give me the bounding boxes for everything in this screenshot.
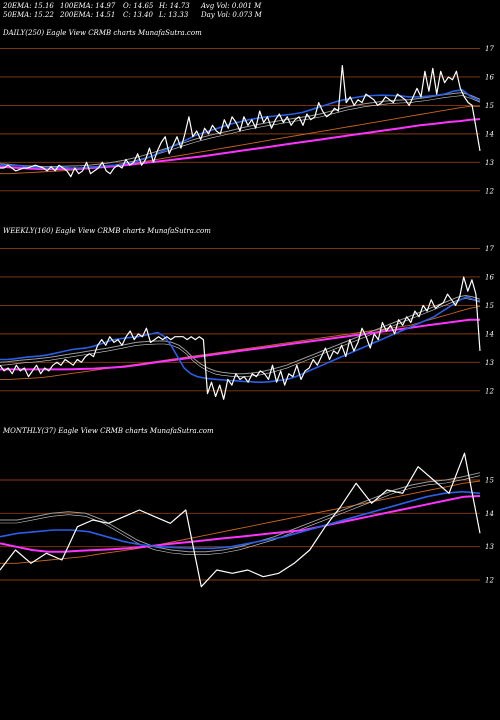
monthly-tick-label: 15 bbox=[485, 477, 494, 485]
weekly-ema-magenta-line bbox=[0, 318, 480, 371]
ema-header: 20EMA: 15.16 100EMA: 14.97 O: 14.65 H: 1… bbox=[3, 2, 499, 24]
header-low: L: 13.33 bbox=[159, 11, 189, 19]
monthly-chart-title: MONTHLY(37) Eagle View CRMB charts Munaf… bbox=[3, 427, 214, 435]
weekly-tick-label: 16 bbox=[485, 273, 494, 281]
header-open: O: 14.65 bbox=[123, 2, 154, 10]
weekly-ema-orange-line bbox=[0, 305, 481, 380]
header-20ema: 20EMA: 15.16 bbox=[3, 2, 54, 10]
monthly-tick-label: 13 bbox=[485, 543, 494, 551]
daily-tick-label: 13 bbox=[485, 159, 494, 167]
header-50ema: 50EMA: 15.22 bbox=[3, 11, 54, 19]
weekly-ema-gray-line bbox=[0, 295, 481, 375]
monthly-tick-label: 12 bbox=[485, 577, 494, 585]
daily-ema-magenta-line bbox=[0, 118, 481, 171]
weekly-panel: 17 16 15 14 13 12 bbox=[0, 245, 494, 400]
monthly-ema-gray-companion-line bbox=[0, 475, 481, 556]
daily-tick-label: 17 bbox=[485, 45, 494, 53]
daily-tick-label: 16 bbox=[485, 73, 494, 81]
daily-tick-label: 14 bbox=[485, 130, 494, 138]
daily-ema-orange-line bbox=[0, 105, 480, 175]
weekly-ema-gray-companion-line bbox=[0, 298, 481, 378]
weekly-ema-blue-line bbox=[0, 296, 481, 384]
daily-chart-title: DAILY(250) Eagle View CRMB charts Munafa… bbox=[3, 29, 202, 37]
header-100ema: 100EMA: 14.97 bbox=[60, 2, 116, 10]
header-avg-vol: Avg Vol: 0.001 M bbox=[201, 2, 262, 10]
daily-ema-gray-companion-line bbox=[0, 95, 481, 170]
weekly-tick-label: 14 bbox=[485, 330, 494, 338]
daily-ema-gray-line bbox=[0, 92, 481, 168]
daily-tick-label: 15 bbox=[485, 102, 494, 110]
header-close: C: 13.40 bbox=[123, 11, 153, 19]
monthly-ema-orange-line bbox=[0, 480, 481, 564]
monthly-ema-gray-line bbox=[0, 472, 481, 553]
daily-panel: 17 16 15 14 13 12 bbox=[0, 45, 494, 195]
header-200ema: 200EMA: 14.51 bbox=[60, 11, 116, 19]
monthly-tick-label: 14 bbox=[485, 510, 494, 518]
monthly-ema-magenta-line bbox=[0, 495, 481, 553]
weekly-price-line bbox=[0, 276, 481, 400]
monthly-price-line bbox=[0, 452, 481, 588]
weekly-tick-label: 17 bbox=[485, 245, 494, 253]
weekly-tick-label: 15 bbox=[485, 302, 494, 310]
monthly-panel: 15 14 13 12 bbox=[0, 452, 494, 588]
daily-tick-label: 12 bbox=[485, 187, 494, 195]
monthly-ema-blue-line bbox=[0, 490, 481, 550]
daily-price-line bbox=[0, 64, 481, 178]
weekly-tick-label: 12 bbox=[485, 387, 494, 395]
header-day-vol: Day Vol: 0.073 M bbox=[201, 11, 262, 19]
weekly-tick-label: 13 bbox=[485, 359, 494, 367]
header-high: H: 14.73 bbox=[159, 2, 190, 10]
weekly-chart-title: WEEKLY(160) Eagle View CRMB charts Munaf… bbox=[3, 227, 211, 235]
